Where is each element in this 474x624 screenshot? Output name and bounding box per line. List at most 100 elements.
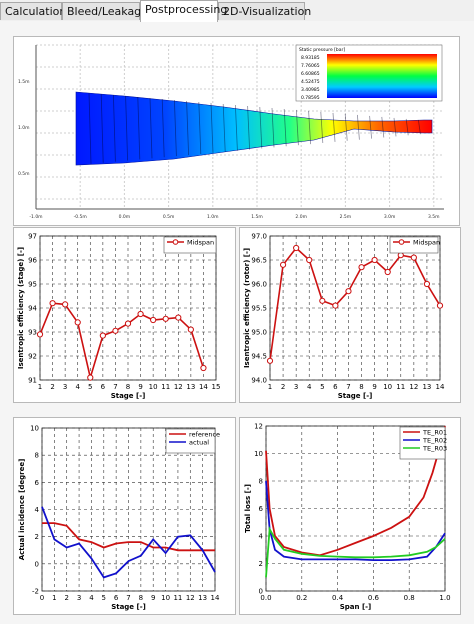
flow-annulus: [75, 91, 433, 166]
x-axis-label: Stage [-]: [111, 603, 146, 611]
tab-calculation[interactable]: Calculation: [0, 2, 66, 20]
y-tick-label: 93: [28, 329, 37, 337]
stage-efficiency-panel[interactable]: 1 2 3 4 5 6 7 8 9 10 11 12 13 14 15 91 92 93 94 95 96 97 Stage…: [13, 227, 236, 403]
x-axis-label: Span [-]: [340, 603, 372, 611]
y-axis-label: Actual incidence [degree]: [18, 459, 26, 561]
x-tick-label: 0.0: [260, 594, 271, 602]
x-tick-label: 1.5m: [251, 214, 263, 220]
blade-row: [149, 98, 153, 159]
data-point: [358, 264, 365, 271]
data-point: [112, 327, 119, 334]
data-point: [306, 256, 313, 264]
tab-postprocessing[interactable]: Postprocessing: [140, 0, 227, 22]
x-tick-label: 2.5m: [340, 214, 352, 220]
x-tick-label: 4: [307, 383, 312, 391]
x-tick-label: 1.0m: [207, 214, 219, 220]
x-tick-label: 12: [409, 383, 418, 391]
legend-value: 8.93185: [301, 55, 320, 61]
tab-2d-visualization[interactable]: 2D-Visualization: [218, 2, 311, 20]
stage-efficiency-chart[interactable]: 1 2 3 4 5 6 7 8 9 10 11 12 13 14 1591929394959697Stage…: [14, 228, 235, 402]
blade-row: [369, 115, 372, 139]
x-tick-label: 7: [113, 383, 117, 391]
x-tick-label: 14: [211, 594, 220, 602]
data-point: [150, 316, 157, 324]
legend-marker: [398, 239, 405, 245]
y-axis-label: Isentropic efficiency (stage) [-]: [17, 247, 25, 369]
geometry-view-panel[interactable]: 1.5m 1.0m 0.5m -1.0m -0.5m 0.0m 0.5m 1.0m 1.5m 2.…: [13, 36, 460, 226]
y-tick-label: -2: [32, 588, 39, 596]
plot-frame: [265, 425, 446, 592]
legend-label: actual: [189, 439, 209, 447]
geometry-view[interactable]: 1.5m 1.0m 0.5m -1.0m -0.5m 0.0m 0.5m 1.0m 1.5m 2.…: [14, 37, 459, 225]
y-tick-label: 8: [259, 478, 263, 486]
legend-label: TE_R03: [422, 445, 447, 453]
x-tick-label: 2: [281, 383, 285, 391]
data-point: [162, 315, 169, 322]
y-tick-label: 6: [35, 479, 40, 487]
postprocessing-content: 1.5m 1.0m 0.5m -1.0m -0.5m 0.0m 0.5m 1.0m 1.5m 2.…: [0, 21, 474, 624]
data-point: [200, 364, 207, 372]
data-point: [371, 256, 378, 264]
x-tick-label: 8: [359, 383, 363, 391]
y-tick-label: 94.0: [251, 377, 267, 385]
tab-bar: Calculation Bleed/Leakage Postprocessing…: [0, 0, 474, 22]
legend-label: TE_R02: [422, 437, 447, 445]
x-tick-label: 13: [186, 383, 195, 391]
y-tick-label: 10: [254, 450, 263, 458]
y-tick-label: 94.5: [251, 353, 267, 361]
legend-value: 3.40985: [301, 87, 320, 93]
data-point: [99, 332, 106, 339]
data-point: [345, 288, 352, 295]
x-tick-label: 10: [161, 594, 170, 602]
blade-row: [210, 102, 214, 153]
x-tick-label: 12: [186, 594, 195, 602]
data-point: [175, 314, 182, 321]
x-tick-label: 0.4: [332, 594, 344, 602]
y-tick-label: 2: [35, 533, 39, 541]
x-axis-label: Stage [-]: [338, 392, 373, 400]
x-tick-label: 1: [268, 383, 272, 391]
data-point: [36, 331, 44, 338]
incidence-panel[interactable]: 0 1 2 3 4 5 6 7 8 9 10 11 12 13 14 -2 0 2 4 6 8 10 Stage [-] Ac…: [13, 417, 236, 615]
x-tick-label: 5: [320, 383, 324, 391]
data-point: [397, 252, 404, 259]
blade-row: [161, 99, 165, 158]
legend-marker: [172, 239, 179, 245]
data-point: [423, 280, 431, 288]
y-axis-label: Isentropic efficiency (rotor) [-]: [243, 248, 251, 368]
x-tick-label: 14: [436, 383, 445, 391]
x-tick-label: 1.0: [439, 594, 450, 602]
x-tick-label: -0.5m: [74, 214, 87, 220]
y-tick-label: 92: [28, 353, 37, 361]
x-tick-label: 0.5m: [163, 214, 175, 220]
x-tick-label: 6: [114, 594, 119, 602]
data-point: [436, 302, 444, 309]
rotor-efficiency-panel[interactable]: 1 2 3 4 5 6 7 8 9 10 11 12 13 14 94.0 94.5 95.0 95.5 96.0 9…: [239, 227, 461, 403]
y-tick-label: 91: [28, 377, 37, 385]
blade-row: [296, 109, 299, 146]
x-tick-label: 7: [126, 594, 130, 602]
plot-frame: [41, 427, 216, 592]
x-tick-label: 1: [38, 383, 42, 391]
data-point: [279, 261, 287, 268]
y-tick-label: 2: [259, 560, 263, 568]
tab-bleed-leakage[interactable]: Bleed/Leakage: [62, 2, 148, 20]
total-loss-panel[interactable]: 0.0 0.2 0.4 0.6 0.8 1.0 0 2 4 6 8 10 12 Span [-] Total…: [239, 417, 461, 615]
total-loss-chart[interactable]: 0.0 0.2 0.4 0.6 0.8 1.0 0 2 4 6 8 10 12 Span [-] Total…: [240, 418, 460, 614]
legend-value: 6.60865: [301, 71, 320, 77]
x-tick-label: 14: [199, 383, 208, 391]
x-tick-label: 0.6: [368, 594, 380, 602]
x-tick-label: 15: [212, 383, 221, 391]
rotor-efficiency-chart[interactable]: 1 2 3 4 5 6 7 8 9 10 11 12 13 1494.094.595.095.596.09…: [240, 228, 460, 402]
series-line-te_r03: [265, 526, 446, 578]
series-line-te_r01: [265, 425, 446, 557]
series-line-midspan: [39, 302, 205, 381]
x-tick-label: 0.0m: [119, 214, 131, 220]
blade-row: [308, 110, 311, 145]
data-point: [319, 297, 326, 304]
x-tick-label: 3.5m: [428, 214, 440, 220]
x-tick-label: 11: [396, 383, 405, 391]
y-tick-label: 97.0: [251, 233, 267, 241]
y-tick-label: 1.5m: [18, 79, 30, 85]
